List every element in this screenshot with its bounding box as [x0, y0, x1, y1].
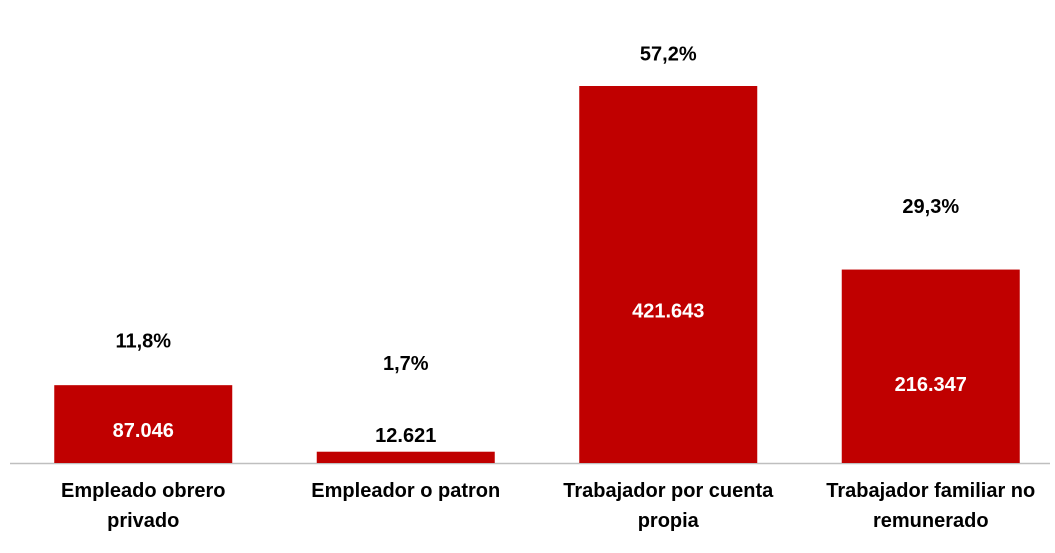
bar: [316, 451, 495, 463]
x-tick-label: Trabajador por cuenta propia: [563, 480, 774, 532]
bar: [54, 385, 233, 463]
bar: [579, 86, 758, 463]
x-tick-label: Empleador o patron: [311, 480, 501, 502]
share-label: 1,7%: [383, 353, 429, 375]
value-label: 216.347: [895, 374, 967, 396]
value-label: 421.643: [632, 300, 704, 322]
share-label: 57,2%: [640, 43, 697, 65]
share-label: 11,8%: [115, 330, 171, 352]
share-label: 29,3%: [902, 196, 959, 218]
x-tick-label: Empleado obrero privado: [61, 480, 226, 532]
value-label: 12.621: [375, 425, 436, 447]
bar: [841, 269, 1020, 463]
value-label: 87.046: [113, 420, 174, 442]
x-tick-label: Trabajador familiar no remunerado: [826, 480, 1036, 532]
